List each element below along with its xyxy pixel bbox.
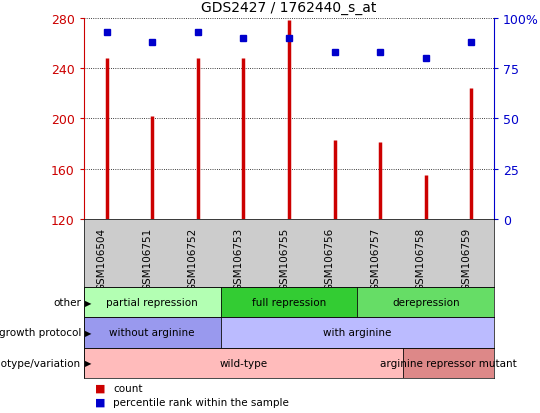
Text: GSM106755: GSM106755 xyxy=(279,228,289,291)
Text: partial repression: partial repression xyxy=(106,297,198,308)
Text: other: other xyxy=(53,297,81,308)
Text: ▶: ▶ xyxy=(85,328,91,337)
Text: GSM106752: GSM106752 xyxy=(188,228,198,291)
Bar xyxy=(84,287,220,318)
Text: growth protocol: growth protocol xyxy=(0,328,81,338)
Text: ▶: ▶ xyxy=(85,298,91,307)
Text: count: count xyxy=(113,383,143,393)
Text: GSM106757: GSM106757 xyxy=(370,228,380,291)
Bar xyxy=(84,348,403,378)
Text: wild-type: wild-type xyxy=(219,358,267,368)
Text: full repression: full repression xyxy=(252,297,326,308)
Text: GSM106759: GSM106759 xyxy=(461,228,471,291)
Text: GSM106504: GSM106504 xyxy=(97,228,106,290)
Bar xyxy=(220,318,494,348)
Bar xyxy=(357,287,494,318)
Text: ▶: ▶ xyxy=(85,358,91,367)
Text: GSM106753: GSM106753 xyxy=(233,228,244,291)
Text: arginine repressor mutant: arginine repressor mutant xyxy=(380,358,517,368)
Bar xyxy=(84,318,220,348)
Text: GSM106751: GSM106751 xyxy=(142,228,152,291)
Text: with arginine: with arginine xyxy=(323,328,391,338)
Text: ■: ■ xyxy=(94,397,105,407)
Text: derepression: derepression xyxy=(392,297,460,308)
Title: GDS2427 / 1762440_s_at: GDS2427 / 1762440_s_at xyxy=(201,1,376,15)
Text: genotype/variation: genotype/variation xyxy=(0,358,81,368)
Text: ■: ■ xyxy=(94,383,105,393)
Bar xyxy=(220,287,357,318)
Text: percentile rank within the sample: percentile rank within the sample xyxy=(113,397,289,407)
Bar xyxy=(403,348,494,378)
Text: GSM106756: GSM106756 xyxy=(325,228,334,291)
Text: GSM106758: GSM106758 xyxy=(416,228,426,291)
Text: without arginine: without arginine xyxy=(110,328,195,338)
